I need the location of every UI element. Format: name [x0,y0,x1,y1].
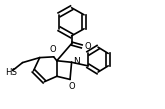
Text: O: O [84,42,91,51]
Text: HS: HS [5,68,17,77]
Text: O: O [50,45,56,54]
Text: O: O [69,82,75,91]
Text: N: N [73,57,80,66]
